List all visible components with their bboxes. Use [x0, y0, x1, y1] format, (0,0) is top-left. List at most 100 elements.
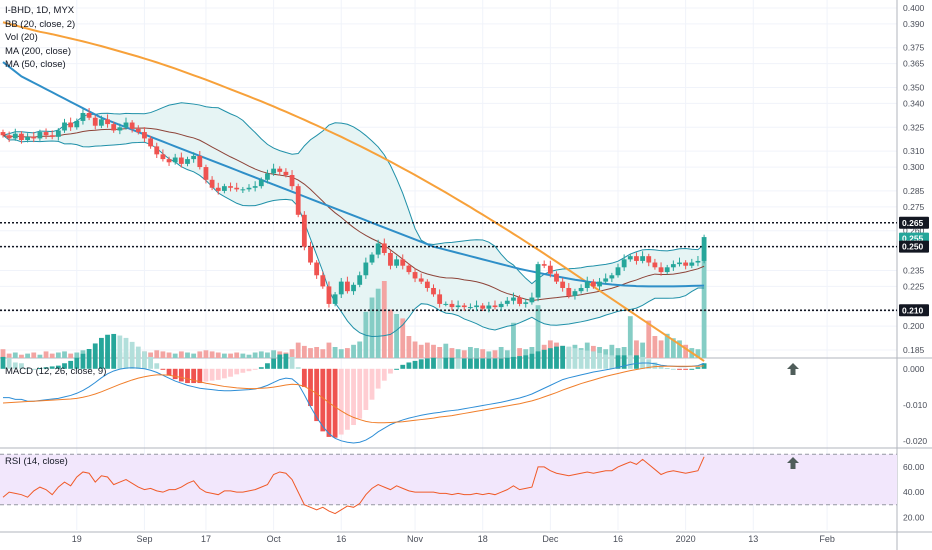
candle-body: [615, 267, 621, 276]
legend-symbol[interactable]: I-BHD, 1D, MYX: [5, 5, 75, 16]
candle-body: [437, 294, 443, 304]
legend-ma50[interactable]: MA (50, close): [5, 59, 66, 70]
volume-bar: [677, 340, 682, 358]
volume-bar: [49, 353, 55, 358]
macd-histogram-bar: [400, 364, 406, 369]
macd-histogram-bar: [498, 358, 504, 369]
macd-axis-tick-label: -0.020: [903, 436, 927, 446]
volume-bar: [209, 351, 215, 358]
macd-histogram-bar: [603, 354, 609, 369]
candle-body: [621, 259, 627, 268]
candle-body: [646, 256, 652, 263]
candle-body: [498, 303, 504, 308]
volume-bar: [234, 352, 240, 358]
candle-body: [154, 146, 160, 155]
volume-bar: [621, 347, 627, 358]
macd-histogram-bar: [172, 368, 178, 380]
macd-histogram-bar: [123, 337, 129, 369]
candle-body: [529, 297, 535, 303]
candle-body: [683, 262, 689, 266]
candle-body: [424, 281, 430, 288]
volume-bar: [535, 305, 541, 358]
volume-bar: [203, 350, 209, 358]
candle-body: [578, 287, 584, 292]
macd-histogram-bar: [160, 368, 166, 370]
macd-histogram-bar: [461, 358, 467, 369]
candle-body: [468, 307, 473, 309]
legend-vol[interactable]: Vol (20): [5, 32, 38, 43]
candle-body: [480, 305, 486, 309]
candle-body: [504, 300, 510, 304]
candle-body: [166, 159, 172, 163]
volume-bar: [320, 349, 326, 358]
volume-bar: [461, 350, 467, 358]
candle-body: [474, 305, 479, 308]
macd-histogram-bar: [135, 346, 141, 369]
candle-body: [129, 122, 135, 129]
candle-body: [160, 154, 166, 160]
candle-body: [92, 117, 98, 126]
macd-histogram-bar: [646, 359, 652, 369]
macd-histogram-bar: [80, 353, 86, 369]
volume-bar: [640, 342, 645, 358]
price-axis-tick-label: 0.340: [903, 98, 925, 108]
volume-bar: [400, 318, 406, 358]
candle-body: [443, 303, 449, 305]
legend-ma200[interactable]: MA (200, close): [5, 45, 71, 57]
candle-body: [289, 175, 295, 187]
volume-bar: [74, 352, 80, 358]
macd-histogram-bar: [388, 368, 393, 374]
candle-body: [12, 133, 18, 139]
candle-body: [31, 136, 37, 139]
rsi-label[interactable]: RSI (14, close): [5, 456, 68, 467]
candle-body: [363, 262, 369, 276]
macd-histogram-bar: [49, 366, 55, 369]
volume-bar: [166, 352, 172, 358]
macd-histogram-bar: [332, 368, 338, 438]
macd-axis-tick-label: 0.000: [903, 364, 925, 374]
candle-body: [209, 179, 215, 188]
macd-histogram-bar: [431, 357, 436, 369]
candle-body: [172, 157, 178, 163]
price-axis-tick-label: 0.300: [903, 162, 925, 172]
candle-body: [252, 186, 258, 188]
volume-bar: [449, 348, 455, 358]
macd-histogram-bar: [185, 368, 190, 384]
candle-body: [74, 120, 80, 128]
volume-bar: [615, 348, 621, 358]
candle-body: [43, 132, 49, 136]
candle-body: [701, 237, 707, 261]
volume-bar: [197, 351, 203, 358]
volume-bar: [25, 353, 30, 358]
candle-body: [265, 173, 270, 180]
volume-bar: [412, 341, 418, 358]
macd-histogram-bar: [351, 368, 356, 426]
macd-label[interactable]: MACD (12, 26, close, 9): [5, 366, 107, 377]
candle-body: [99, 119, 104, 126]
macd-histogram-bar: [295, 367, 301, 369]
macd-histogram-bar: [406, 362, 412, 369]
time-axis-tick-label: Sep: [136, 534, 152, 544]
rsi-axis-tick-label: 60.00: [903, 462, 925, 472]
candle-body: [117, 127, 123, 131]
macd-histogram-bar: [517, 356, 522, 369]
macd-histogram-bar: [443, 357, 449, 369]
macd-histogram-bar: [363, 368, 369, 410]
macd-histogram-bar: [320, 368, 326, 432]
legend-bb[interactable]: BB (20, close, 2): [5, 18, 76, 30]
volume-bar: [646, 320, 652, 358]
macd-histogram-bar: [560, 345, 566, 369]
price-axis-tick-label: 0.260: [903, 226, 925, 236]
macd-histogram-bar: [670, 368, 676, 370]
price-tag-background: [899, 216, 929, 229]
macd-histogram-bar: [523, 355, 529, 369]
price-tag-label: 0.265: [902, 218, 924, 228]
volume-bar: [148, 352, 153, 358]
macd-histogram-bar: [142, 351, 147, 369]
macd-histogram-bar: [92, 343, 98, 369]
macd-histogram-bar: [554, 346, 559, 369]
candle-body: [215, 187, 221, 191]
macd-histogram-bar: [228, 368, 233, 377]
candle-body: [603, 278, 609, 282]
